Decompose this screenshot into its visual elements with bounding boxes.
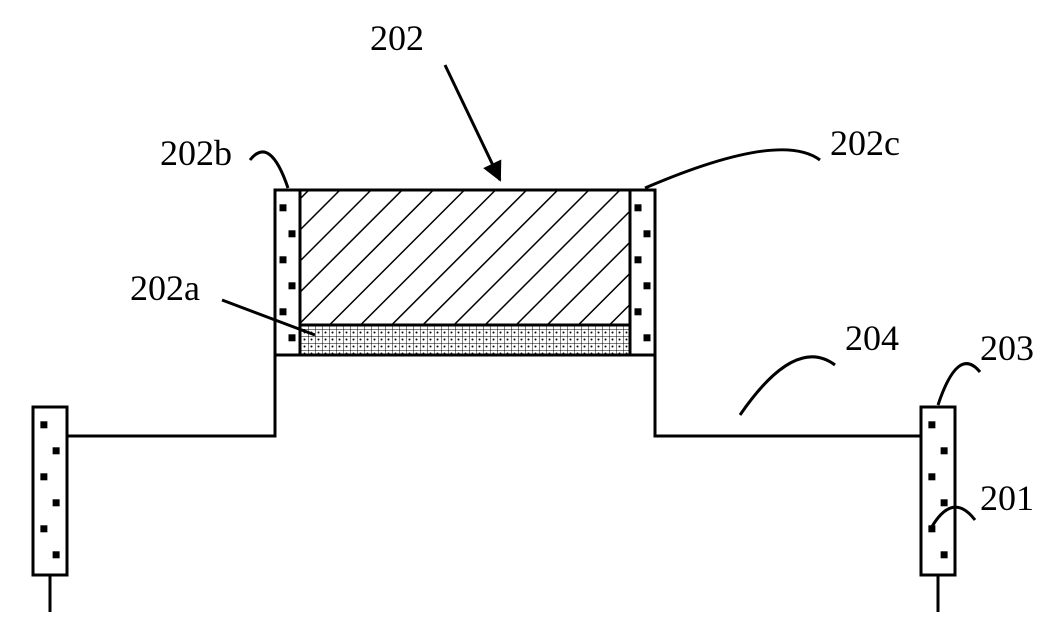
label-l202: 202 bbox=[370, 18, 424, 58]
sti-right bbox=[921, 407, 955, 575]
label-l202c: 202c bbox=[830, 123, 900, 163]
leader-l202c bbox=[645, 150, 820, 188]
leader-l202 bbox=[445, 65, 500, 180]
spacer-right-202c bbox=[630, 190, 655, 355]
label-l201: 201 bbox=[980, 478, 1034, 518]
leader-l202b bbox=[250, 152, 288, 188]
leader-l203 bbox=[938, 364, 980, 405]
fin-outline bbox=[50, 355, 938, 612]
gate-202b bbox=[300, 190, 630, 325]
label-l202a: 202a bbox=[130, 268, 200, 308]
leader-l204 bbox=[740, 357, 835, 415]
label-l204: 204 bbox=[845, 318, 899, 358]
label-l203: 203 bbox=[980, 328, 1034, 368]
label-l202b: 202b bbox=[160, 133, 232, 173]
gate-oxide-202a bbox=[300, 325, 630, 355]
sti-left bbox=[33, 407, 67, 575]
spacer-left-202c bbox=[275, 190, 300, 355]
